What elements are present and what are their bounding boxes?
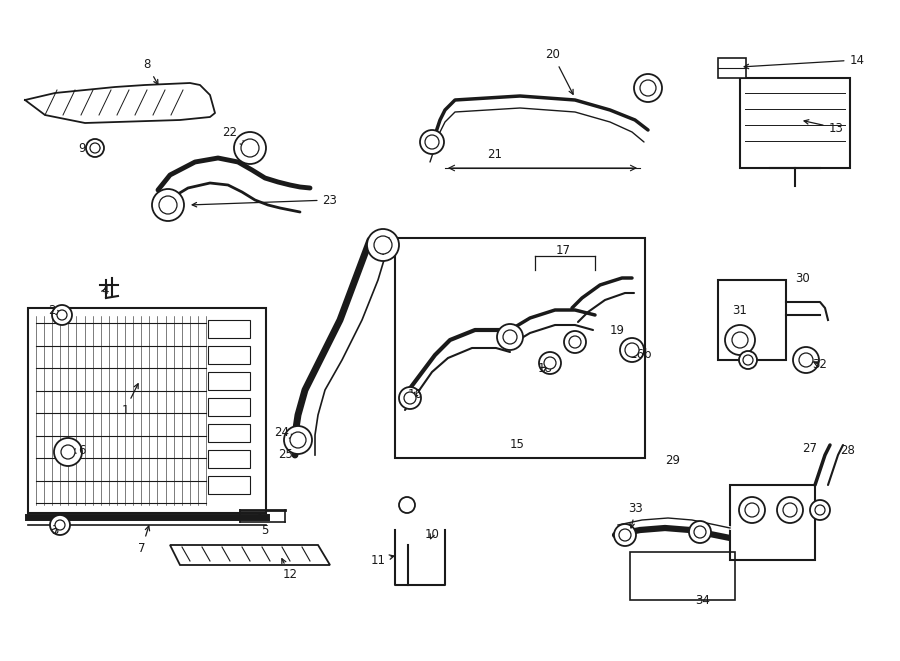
Circle shape — [614, 524, 636, 546]
Bar — [395, 238, 645, 458]
Text: 3: 3 — [51, 524, 59, 537]
Circle shape — [374, 236, 392, 254]
Bar — [208, 320, 250, 338]
Circle shape — [55, 520, 65, 530]
Circle shape — [564, 331, 586, 353]
Text: 4: 4 — [101, 284, 109, 297]
Text: 21: 21 — [488, 149, 502, 161]
Text: 22: 22 — [222, 126, 245, 145]
Circle shape — [777, 497, 803, 523]
Text: 25: 25 — [279, 449, 293, 461]
Text: 12: 12 — [282, 559, 298, 582]
Circle shape — [404, 392, 416, 404]
Bar — [718, 280, 786, 360]
Text: 23: 23 — [193, 194, 338, 207]
Circle shape — [90, 143, 100, 153]
Text: 10: 10 — [425, 529, 439, 541]
Bar — [208, 476, 250, 494]
Circle shape — [539, 352, 561, 374]
Text: 9: 9 — [78, 141, 100, 155]
Circle shape — [732, 332, 748, 348]
Circle shape — [420, 130, 444, 154]
Text: 16: 16 — [408, 389, 422, 401]
Bar — [28, 308, 266, 513]
Text: 15: 15 — [509, 438, 525, 451]
Circle shape — [694, 526, 706, 538]
Circle shape — [52, 305, 72, 325]
Text: 33: 33 — [628, 502, 644, 528]
Circle shape — [86, 139, 104, 157]
Circle shape — [799, 353, 813, 367]
Polygon shape — [170, 545, 330, 565]
Text: 29: 29 — [665, 453, 680, 467]
Text: 27: 27 — [803, 442, 817, 455]
Circle shape — [810, 500, 830, 520]
Circle shape — [783, 503, 797, 517]
Circle shape — [815, 505, 825, 515]
Text: 20: 20 — [545, 48, 573, 95]
Circle shape — [620, 338, 644, 362]
Circle shape — [689, 521, 711, 543]
Text: 26: 26 — [376, 235, 392, 254]
Bar — [208, 398, 250, 416]
Text: 11: 11 — [371, 553, 394, 566]
Circle shape — [152, 189, 184, 221]
Bar — [208, 450, 250, 468]
Bar — [208, 372, 250, 390]
Text: 31: 31 — [733, 303, 747, 317]
Circle shape — [50, 515, 70, 535]
Bar — [718, 58, 746, 78]
Circle shape — [159, 196, 177, 214]
Text: 32: 32 — [813, 358, 827, 371]
Circle shape — [544, 357, 556, 369]
Text: 19: 19 — [609, 323, 625, 336]
Circle shape — [625, 343, 639, 357]
Circle shape — [739, 351, 757, 369]
Circle shape — [425, 135, 439, 149]
Circle shape — [241, 139, 259, 157]
Circle shape — [497, 324, 523, 350]
Text: 13: 13 — [804, 120, 843, 134]
Text: 24: 24 — [274, 426, 295, 438]
Circle shape — [234, 132, 266, 164]
Bar — [208, 346, 250, 364]
Bar — [730, 485, 815, 560]
Circle shape — [739, 497, 765, 523]
Text: 5: 5 — [259, 514, 269, 537]
Circle shape — [619, 529, 631, 541]
Text: 34: 34 — [696, 594, 710, 607]
Circle shape — [569, 336, 581, 348]
Circle shape — [290, 432, 306, 448]
Circle shape — [640, 80, 656, 96]
Circle shape — [725, 325, 755, 355]
Bar — [630, 552, 735, 600]
Circle shape — [399, 387, 421, 409]
Text: 28: 28 — [841, 444, 855, 457]
Text: 2: 2 — [49, 303, 61, 317]
Circle shape — [367, 229, 399, 261]
Circle shape — [503, 330, 517, 344]
Circle shape — [399, 497, 415, 513]
Circle shape — [793, 347, 819, 373]
Text: 7: 7 — [139, 526, 149, 555]
Text: 18: 18 — [537, 362, 553, 375]
Text: 1: 1 — [122, 384, 138, 416]
Circle shape — [54, 438, 82, 466]
Bar — [740, 78, 850, 168]
Text: 30: 30 — [796, 272, 810, 284]
Text: 17: 17 — [555, 243, 571, 256]
Text: 16b: 16b — [630, 348, 652, 362]
Circle shape — [634, 74, 662, 102]
Text: 14: 14 — [744, 54, 865, 69]
Circle shape — [57, 310, 67, 320]
Bar — [208, 424, 250, 442]
Circle shape — [61, 445, 75, 459]
Circle shape — [743, 355, 753, 365]
Text: 8: 8 — [143, 59, 157, 85]
Circle shape — [284, 426, 312, 454]
Circle shape — [745, 503, 759, 517]
Text: 6: 6 — [71, 444, 86, 457]
